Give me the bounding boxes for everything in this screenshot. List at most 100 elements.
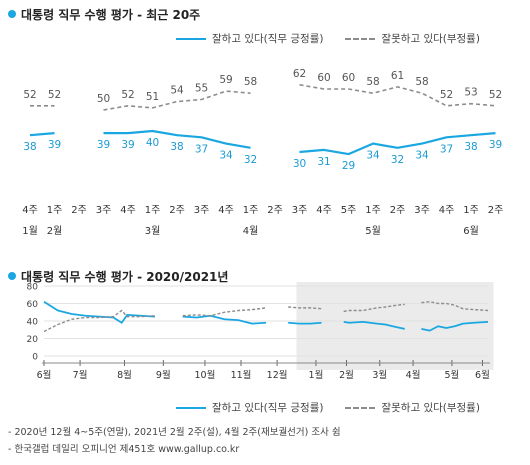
x-tick-label: 4월	[406, 369, 421, 381]
data-label-approve: 39	[121, 139, 134, 151]
footnote-1: - 2020년 12월 4~5주(연말), 2021년 2월 2주(설), 4월…	[8, 427, 341, 438]
legend-solid-line-icon	[176, 37, 206, 40]
data-label-disapprove: 52	[440, 89, 453, 101]
data-label-approve: 31	[317, 156, 330, 168]
y-tick-label: 0	[32, 353, 38, 363]
x-tick-label: 6월	[475, 369, 490, 381]
x-tick-label: 1주	[463, 205, 479, 216]
month-label: 6월	[463, 225, 479, 237]
data-label-disapprove: 59	[219, 74, 232, 86]
data-label-disapprove: 52	[489, 89, 502, 101]
series-line-approve	[421, 320, 489, 332]
data-label-approve: 37	[440, 143, 453, 155]
series-line-approve	[288, 321, 322, 325]
x-tick-label: 4주	[120, 205, 136, 216]
x-tick-label: 11월	[231, 369, 252, 381]
data-label-disapprove: 62	[293, 68, 306, 80]
series-line-disapprove	[182, 307, 267, 317]
x-tick-label: 2주	[71, 205, 87, 216]
series-line-approve	[43, 300, 156, 324]
data-label-disapprove: 60	[342, 72, 355, 84]
series-line-disapprove	[288, 306, 322, 310]
data-label-disapprove: 58	[415, 76, 428, 88]
data-label-approve: 34	[415, 150, 429, 162]
data-label-approve: 30	[293, 158, 306, 170]
chart2-title: 대통령 직무 수행 평가 - 2020/2021년	[8, 268, 228, 285]
x-tick-label: 12월	[267, 369, 288, 381]
data-label-disapprove: 61	[391, 70, 404, 82]
y-tick-label: 40	[27, 318, 39, 328]
legend-solid-line-icon	[176, 406, 206, 409]
bullet-dot-icon	[8, 10, 16, 18]
x-tick-label: 6월	[37, 369, 52, 381]
data-label-disapprove: 55	[195, 83, 208, 95]
series-line-disapprove	[43, 309, 156, 333]
legend-approve-label: 잘하고 있다(직무 긍정률)	[212, 33, 324, 45]
x-tick-label: 2주	[488, 205, 504, 216]
month-label: 4월	[243, 225, 259, 237]
series-line-approve	[299, 132, 496, 156]
x-tick-label: 5주	[341, 205, 357, 216]
chart2-plot: 0 20 40 60 80 6월 7월 8월 9월 10월 11월 12월 1월 2월 3월 4월 5월 6월	[27, 282, 494, 381]
data-label-approve: 38	[170, 141, 183, 153]
chart1-plot: 38 39 39 39 40 38 37 34 32 30 31 29 34 32 34 37 38 39 52 52…	[22, 68, 504, 237]
series-line-disapprove	[343, 303, 405, 313]
month-label: 1월	[22, 225, 38, 237]
data-label-disapprove: 52	[121, 89, 134, 101]
data-label-approve: 32	[244, 154, 257, 166]
legend-dashed-line-icon	[345, 37, 376, 40]
chart1-title: 대통령 직무 수행 평가 - 최근 20주	[8, 6, 200, 23]
x-tick-label: 4주	[22, 205, 38, 216]
series-line-disapprove	[421, 301, 489, 312]
x-tick-label: 4주	[218, 205, 234, 216]
x-tick-label: 4주	[316, 205, 332, 216]
month-label: 2월	[47, 225, 63, 237]
data-label-disapprove: 50	[97, 93, 110, 105]
data-label-disapprove: 51	[146, 91, 159, 103]
chart1-legend: 잘하고 있다(직무 긍정률) 잘못하고 있다(부정률)	[176, 31, 480, 46]
series-line-disapprove	[103, 90, 251, 111]
series-line-approve	[343, 320, 405, 330]
month-label: 5월	[365, 225, 381, 237]
data-label-approve: 37	[195, 143, 208, 155]
legend-approve-label: 잘하고 있다(직무 긍정률)	[212, 402, 324, 414]
x-tick-label: 2주	[267, 205, 283, 216]
data-label-disapprove: 52	[23, 89, 36, 101]
data-label-disapprove: 52	[48, 89, 61, 101]
legend-disapprove-label: 잘못하고 있다(부정률)	[381, 33, 480, 45]
x-tick-label: 5월	[445, 369, 460, 381]
data-label-approve: 39	[48, 139, 61, 151]
x-tick-label: 8월	[117, 369, 132, 381]
data-label-approve: 29	[342, 160, 355, 172]
x-tick-label: 9월	[156, 369, 171, 381]
series-line-approve	[29, 132, 55, 137]
data-label-approve: 40	[146, 137, 159, 149]
x-tick-label: 2월	[339, 369, 354, 381]
y-tick-label: 80	[27, 283, 39, 293]
x-tick-label: 1월	[309, 369, 324, 381]
series-line-approve	[103, 129, 251, 149]
x-tick-label: 3월	[372, 369, 387, 381]
x-tick-label: 2주	[390, 205, 406, 216]
x-tick-label: 3주	[194, 205, 210, 216]
x-tick-label: 7월	[73, 369, 88, 381]
x-tick-label: 10월	[195, 369, 216, 381]
footnote-2: - 한국갤럽 데일리 오피니언 제451호 www.gallup.co.kr	[8, 444, 240, 455]
x-tick-label: 1주	[47, 205, 63, 216]
data-label-disapprove: 60	[317, 72, 330, 84]
data-label-disapprove: 58	[244, 76, 257, 88]
x-tick-label: 2주	[169, 205, 185, 216]
x-tick-label: 3주	[414, 205, 430, 216]
data-label-approve: 38	[464, 141, 477, 153]
data-label-approve: 34	[366, 150, 380, 162]
bullet-dot-icon	[8, 272, 16, 280]
legend-dashed-line-icon	[345, 406, 376, 409]
data-label-approve: 34	[219, 150, 233, 162]
data-label-disapprove: 58	[366, 76, 379, 88]
data-label-disapprove: 54	[170, 85, 184, 97]
chart2-legend: 잘하고 있다(직무 긍정률) 잘못하고 있다(부정률)	[176, 400, 480, 415]
x-tick-label: 3주	[292, 205, 308, 216]
data-label-approve: 39	[97, 139, 110, 151]
month-label: 3월	[145, 225, 161, 237]
x-tick-label: 1주	[365, 205, 381, 216]
